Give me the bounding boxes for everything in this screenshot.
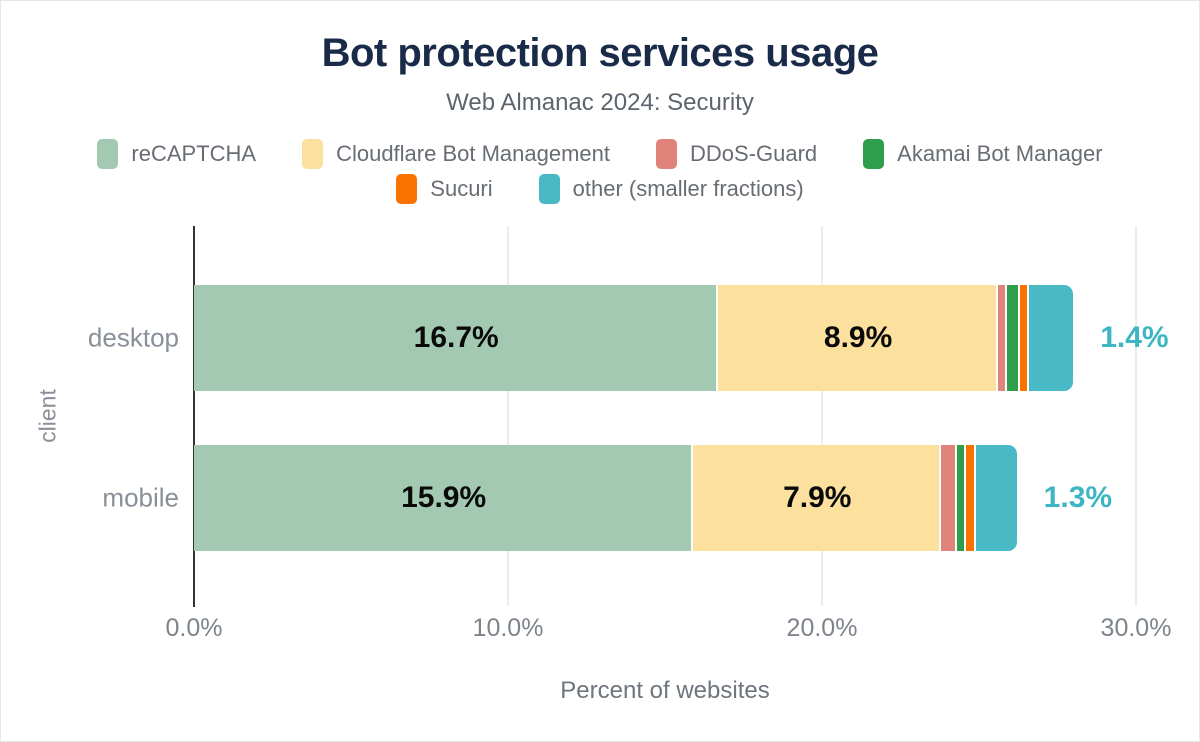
category-label-mobile: mobile	[102, 482, 179, 513]
outside-value-label-desktop: 1.4%	[1100, 321, 1169, 354]
y-axis-category-labels: desktop mobile	[1, 226, 179, 606]
segment-value-label: 16.7%	[413, 321, 499, 354]
legend-item-cloudflare-bot-management[interactable]: Cloudflare Bot Management	[302, 139, 610, 169]
y-axis-title: client	[34, 389, 61, 443]
segment-value-label: 8.9%	[823, 321, 893, 354]
category-label-desktop: desktop	[87, 322, 179, 353]
legend-label: other (smaller fractions)	[572, 176, 804, 201]
bar-segment-mobile-ddos-guard[interactable]	[941, 445, 955, 551]
x-axis-title: Percent of websites	[560, 677, 770, 704]
gridline-10	[507, 226, 509, 606]
bar-segment-mobile-akamai-bot-manager[interactable]	[957, 445, 965, 551]
legend-swatch-icon	[538, 174, 560, 204]
outside-value-label-mobile: 1.3%	[1043, 481, 1113, 514]
legend-swatch-icon	[97, 139, 119, 169]
legend-row-2: Sucuri other (smaller fractions)	[1, 174, 1199, 204]
legend-item-other-smaller-fractions[interactable]: other (smaller fractions)	[538, 174, 804, 204]
legend-item-sucuri[interactable]: Sucuri	[396, 174, 493, 204]
legend-item-akamai-bot-manager[interactable]: Akamai Bot Manager	[863, 139, 1103, 169]
chart-title: Bot protection services usage	[321, 31, 879, 75]
legend-row-1: reCAPTCHA Cloudflare Bot Management DDoS-G…	[1, 139, 1199, 169]
legend-swatch-icon	[656, 139, 678, 169]
bar-segment-mobile-other-smaller-fractions[interactable]	[975, 445, 1017, 551]
x-tick-10: 10.0%	[472, 614, 544, 642]
bar-segment-desktop-ddos-guard[interactable]	[997, 285, 1006, 391]
legend: reCAPTCHA Cloudflare Bot Management DDoS-G…	[1, 139, 1199, 209]
x-tick-0: 0.0%	[165, 614, 223, 642]
bar-segment-desktop-akamai-bot-manager[interactable]	[1007, 285, 1018, 391]
segment-value-label: 7.9%	[783, 481, 852, 514]
legend-item-ddos-guard[interactable]: DDoS-Guard	[656, 139, 817, 169]
legend-label: DDoS-Guard	[690, 141, 818, 166]
legend-item-recaptcha[interactable]: reCAPTCHA	[97, 139, 256, 169]
segment-value-label: 15.9%	[401, 481, 487, 514]
bar-segment-desktop-other-smaller-fractions[interactable]	[1029, 285, 1074, 391]
legend-swatch-icon	[396, 174, 418, 204]
legend-swatch-icon	[863, 139, 885, 169]
legend-swatch-icon	[302, 139, 324, 169]
bar-segment-mobile-sucuri[interactable]	[966, 445, 974, 551]
bar-segment-desktop-recaptcha[interactable]	[194, 285, 717, 391]
x-tick-20: 20.0%	[786, 614, 858, 642]
bar-segment-desktop-cloudflare-bot-management[interactable]	[718, 285, 996, 391]
legend-label: Cloudflare Bot Management	[336, 141, 611, 166]
x-axis-tick-labels: 0.0% 10.0% 20.0% 30.0%	[166, 614, 1172, 646]
bar-segment-mobile-cloudflare-bot-management[interactable]	[693, 445, 940, 551]
y-axis-line	[193, 226, 195, 607]
bar-segment-desktop-sucuri[interactable]	[1019, 285, 1028, 391]
gridline-30	[1135, 226, 1137, 606]
plot-area: 16.7% 8.9% 1.4% 15.9% 7.9% 1.3%	[193, 226, 1169, 607]
bar-segment-mobile-recaptcha[interactable]	[194, 445, 692, 551]
legend-label: reCAPTCHA	[131, 141, 257, 166]
x-tick-30: 30.0%	[1100, 614, 1172, 642]
legend-label: Sucuri	[430, 176, 493, 201]
chart-subtitle: Web Almanac 2024: Security	[446, 89, 754, 116]
legend-label: Akamai Bot Manager	[897, 141, 1103, 166]
gridline-20	[821, 226, 823, 606]
